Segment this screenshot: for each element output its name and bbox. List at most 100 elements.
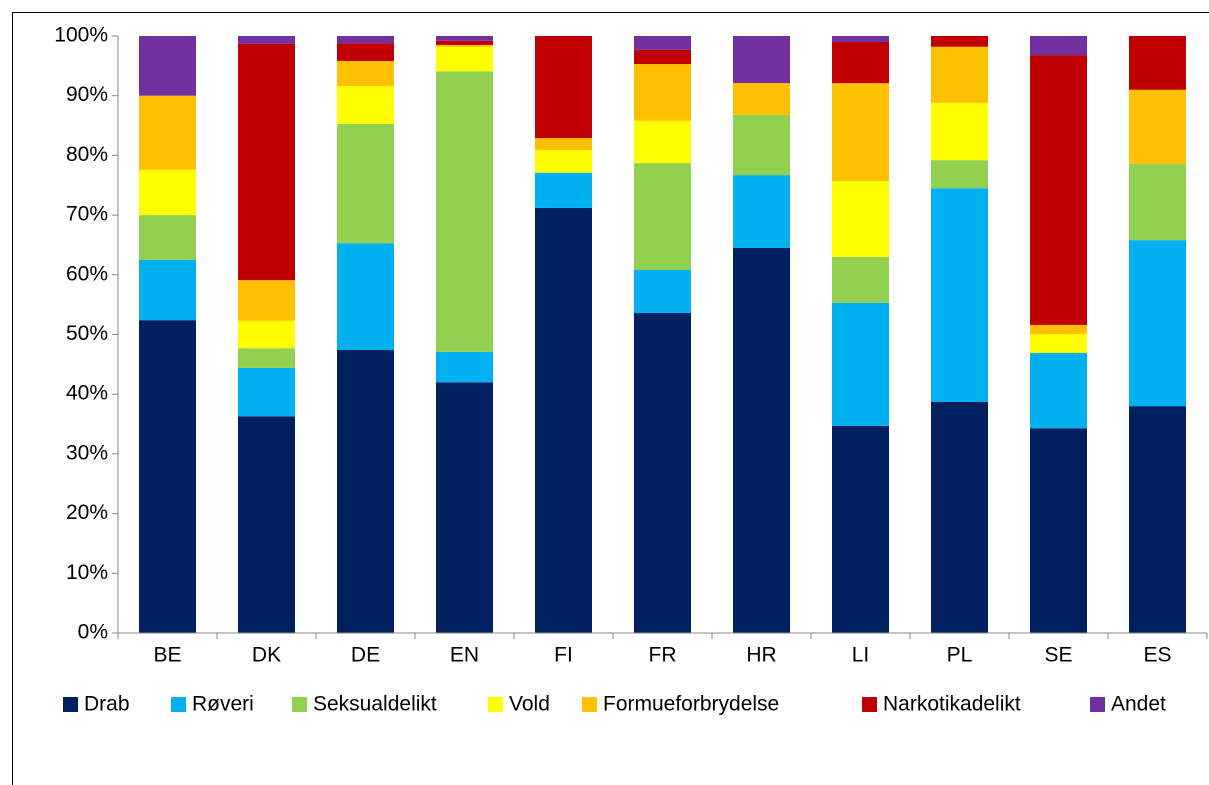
bar-segment — [139, 320, 196, 633]
bar-segment — [436, 351, 493, 383]
chart-frame — [12, 12, 1209, 785]
bar-segment — [832, 425, 889, 633]
bar-segment — [139, 169, 196, 216]
bar-segment — [436, 46, 493, 72]
bar-segment — [1129, 89, 1186, 164]
bar-segment — [238, 367, 295, 417]
x-tick-label: EN — [450, 644, 479, 667]
legend-swatch — [1090, 697, 1105, 712]
bar-segment — [1129, 163, 1186, 241]
y-tick-label: 30% — [66, 441, 108, 464]
x-tick-label: FR — [649, 644, 677, 667]
bar-segment — [238, 348, 295, 368]
bar-segment — [535, 138, 592, 151]
legend-label: Formueforbrydelse — [603, 693, 779, 716]
bar-segment — [1030, 428, 1087, 633]
bar-segment — [1030, 353, 1087, 429]
legend-swatch — [862, 697, 877, 712]
bar-segment — [436, 382, 493, 633]
legend-label: Røveri — [192, 693, 254, 716]
legend-swatch — [63, 697, 78, 712]
bar-segment — [832, 181, 889, 257]
bar-segment — [139, 36, 196, 96]
bar-segment — [238, 280, 295, 321]
bar-segment — [337, 123, 394, 244]
bar-segment — [535, 172, 592, 208]
bar-segment — [238, 416, 295, 633]
bar-segment — [1129, 406, 1186, 633]
bar-segment — [733, 247, 790, 633]
bar-segment — [1030, 324, 1087, 334]
x-tick-label: DK — [252, 644, 281, 667]
x-tick-label: FI — [554, 644, 573, 667]
y-tick-label: 50% — [66, 322, 108, 345]
legend-swatch — [171, 697, 186, 712]
bar-segment — [832, 83, 889, 182]
bar-segment — [1129, 240, 1186, 407]
bar-segment — [634, 270, 691, 314]
bar-segment — [634, 36, 691, 50]
legend-label: Drab — [84, 693, 130, 716]
legend-swatch — [292, 697, 307, 712]
bar-segment — [535, 36, 592, 139]
x-tick-label: HR — [746, 644, 776, 667]
bar-segment — [733, 175, 790, 248]
bar-segment — [733, 36, 790, 84]
bar-segment — [337, 43, 394, 62]
bar-segment — [733, 83, 790, 115]
y-tick-label: 100% — [54, 24, 108, 47]
bar-segment — [337, 36, 394, 44]
bar-segment — [634, 120, 691, 164]
bar-segment — [337, 350, 394, 633]
bar-segment — [832, 41, 889, 84]
bar-segment — [238, 320, 295, 349]
y-tick-label: 20% — [66, 501, 108, 524]
bar-segment — [436, 44, 493, 47]
bar-segment — [238, 36, 295, 44]
x-tick-label: SE — [1044, 644, 1072, 667]
bar-segment — [1129, 36, 1186, 90]
bar-segment — [634, 64, 691, 121]
bar-segment — [337, 61, 394, 87]
bar-segment — [436, 71, 493, 352]
x-tick-label: LI — [852, 644, 870, 667]
bar-segment — [139, 259, 196, 321]
x-tick-label: PL — [947, 644, 973, 667]
bar-segment — [931, 46, 988, 103]
bar-segment — [733, 114, 790, 176]
bar-segment — [337, 86, 394, 124]
bar-segment — [832, 302, 889, 426]
bar-segment — [337, 243, 394, 351]
y-tick-label: 60% — [66, 262, 108, 285]
y-tick-label: 10% — [66, 561, 108, 584]
y-tick-label: 90% — [66, 83, 108, 106]
bar-segment — [634, 313, 691, 633]
legend-swatch — [582, 697, 597, 712]
bar-segment — [832, 36, 889, 42]
y-tick-label: 0% — [78, 621, 108, 644]
bar-segment — [1030, 333, 1087, 354]
bar-segment — [931, 36, 988, 47]
bar-segment — [832, 256, 889, 303]
legend-label: Vold — [509, 693, 550, 716]
legend-swatch — [488, 697, 503, 712]
bar-segment — [535, 150, 592, 173]
legend-label: Andet — [1111, 693, 1166, 716]
legend-label: Narkotikadelikt — [883, 693, 1021, 716]
bar-segment — [931, 160, 988, 189]
bar-segment — [535, 207, 592, 633]
bar-segment — [139, 215, 196, 260]
bar-segment — [931, 188, 988, 402]
bar-segment — [436, 36, 493, 41]
bar-segment — [238, 43, 295, 281]
bar-segment — [139, 95, 196, 170]
legend-label: Seksualdelikt — [313, 693, 437, 716]
x-tick-label: BE — [153, 644, 181, 667]
x-tick-label: DE — [351, 644, 380, 667]
bar-segment — [634, 49, 691, 65]
bar-segment — [1030, 36, 1087, 56]
y-tick-label: 40% — [66, 382, 108, 405]
y-tick-label: 80% — [66, 143, 108, 166]
bar-segment — [931, 401, 988, 633]
